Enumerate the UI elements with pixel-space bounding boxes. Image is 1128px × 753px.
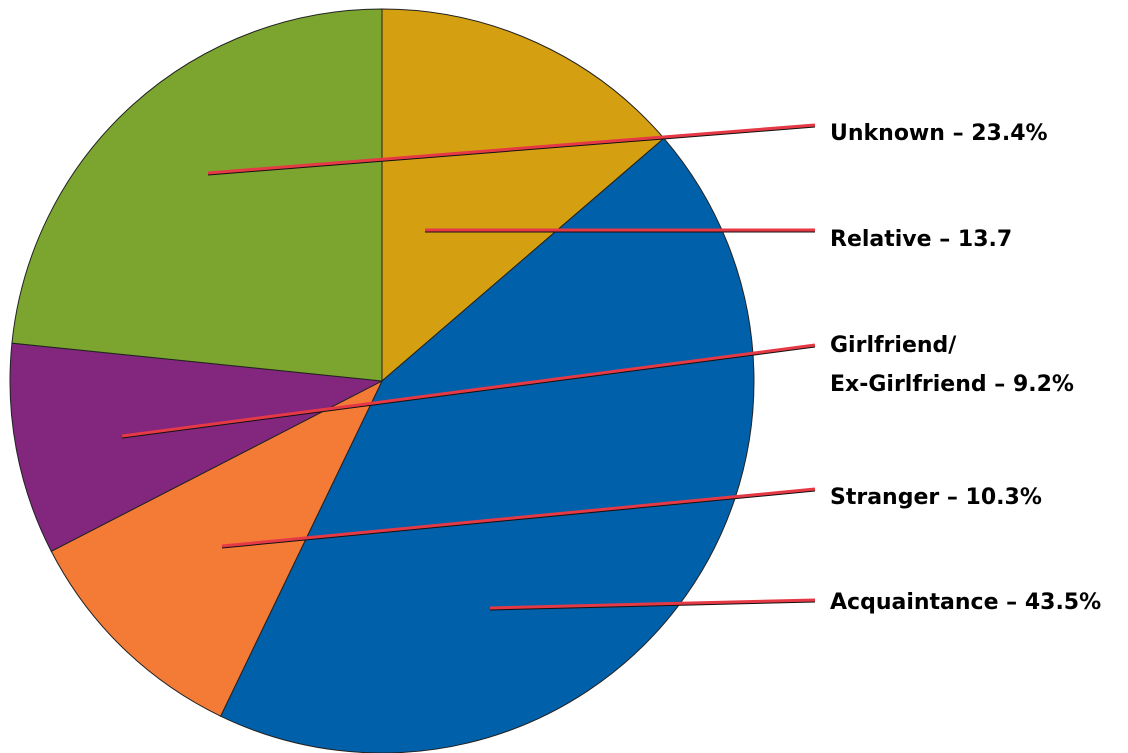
label-stranger: Stranger – 10.3% — [830, 485, 1042, 510]
pie-slice-acquaintance — [219, 137, 755, 753]
leader-line-unknown — [207, 123, 816, 175]
label-unknown: Unknown – 23.4% — [830, 121, 1048, 146]
label-girlfriend-ex-girlfriend-line-2: Ex-Girlfriend – 9.2% — [830, 372, 1074, 397]
pie-slice-girlfriend-ex-girlfriend — [9, 342, 384, 552]
pie-slice-relative — [381, 8, 665, 383]
leader-line-acquaintance — [489, 598, 816, 610]
leader-line-girlfriend-ex-girlfriend — [121, 343, 816, 438]
pie-slices — [9, 8, 755, 753]
label-acquaintance: Acquaintance – 43.5% — [830, 590, 1101, 615]
leader-line-stranger — [221, 487, 816, 548]
label-girlfriend-ex-girlfriend-line-1: Girlfriend/ — [830, 333, 957, 358]
leader-lines — [121, 123, 816, 611]
pie-slice-stranger — [50, 379, 384, 717]
slice-labels: Relative – 13.7 Acquaintance – 43.5% Stran… — [830, 121, 1101, 615]
label-relative: Relative – 13.7 — [830, 227, 1012, 252]
pie-slice-unknown — [11, 8, 383, 382]
